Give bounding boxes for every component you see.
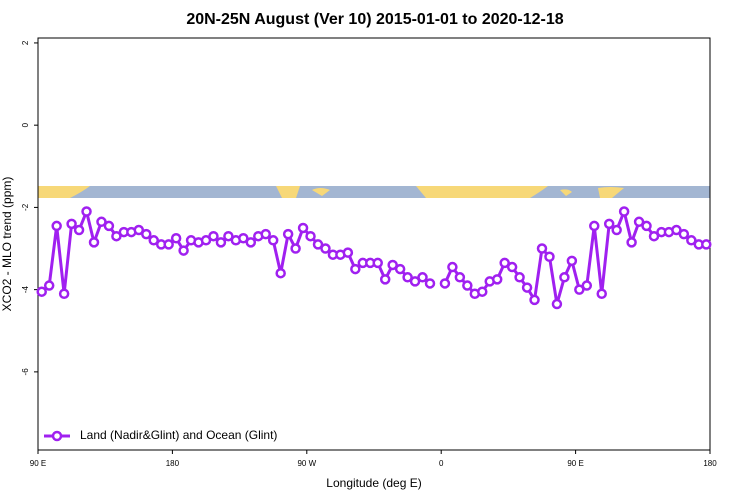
data-point — [372, 257, 383, 269]
x-axis-label: Longitude (deg E) — [326, 476, 421, 490]
x-tick-label: 0 — [439, 459, 444, 468]
data-point — [536, 243, 548, 254]
x-tick-label: 90 E — [567, 459, 583, 468]
data-point — [379, 274, 391, 285]
data-point — [111, 230, 122, 242]
data-point — [260, 228, 271, 240]
data-point — [514, 272, 525, 283]
data-point — [491, 274, 503, 285]
map-land — [598, 187, 624, 198]
y-tick-label: -2 — [21, 203, 30, 211]
x-tick-label: 90 W — [297, 459, 316, 468]
data-point — [402, 272, 413, 283]
data-point — [499, 257, 510, 269]
data-point — [506, 261, 518, 273]
map-land — [276, 186, 300, 198]
data-point — [73, 224, 85, 236]
data-point — [394, 263, 406, 275]
data-point — [342, 247, 354, 258]
data-point — [223, 230, 234, 242]
data-point — [559, 272, 570, 283]
data-point — [96, 216, 107, 228]
data-point — [81, 206, 92, 217]
data-point — [43, 280, 55, 291]
data-point — [633, 216, 645, 228]
data-point — [447, 261, 458, 273]
data-point — [462, 280, 473, 291]
data-point — [671, 224, 682, 236]
data-point — [141, 228, 152, 240]
data-point — [178, 245, 189, 256]
data-point — [163, 239, 174, 250]
data-point — [320, 243, 331, 254]
data-point — [551, 298, 563, 310]
y-tick-label: 2 — [21, 40, 30, 45]
data-point — [701, 239, 712, 250]
x-tick-label: 180 — [166, 459, 180, 468]
x-tick-label: 180 — [703, 459, 717, 468]
x-tick-label: 90 E — [30, 459, 46, 468]
data-point — [626, 237, 637, 248]
data-point — [566, 255, 578, 267]
data-point — [267, 235, 279, 246]
data-point — [133, 224, 145, 236]
data-point — [66, 218, 77, 230]
data-point — [417, 272, 428, 283]
data-point — [215, 237, 227, 248]
y-tick-label: -4 — [21, 286, 30, 294]
data-point — [305, 230, 316, 242]
data-point — [603, 218, 615, 230]
data-point — [574, 284, 585, 295]
data-point — [387, 259, 398, 271]
data-point — [350, 263, 361, 275]
data-point — [409, 276, 421, 287]
data-point — [88, 237, 100, 248]
data-point — [686, 235, 697, 246]
data-point — [477, 286, 488, 297]
map-land — [38, 186, 90, 198]
data-point — [282, 228, 294, 240]
map-strip — [38, 186, 710, 198]
data-point — [200, 235, 212, 246]
data-point — [36, 286, 47, 297]
data-point — [51, 220, 62, 232]
data-point — [611, 224, 622, 236]
data-point — [170, 232, 182, 244]
data-point — [275, 267, 286, 279]
data-point — [641, 220, 652, 232]
map-land — [560, 189, 572, 196]
y-tick-label: -6 — [21, 368, 30, 376]
data-point — [103, 220, 115, 232]
data-point — [544, 251, 555, 262]
legend-marker — [51, 430, 63, 442]
data-point — [58, 288, 70, 300]
data-point — [290, 243, 301, 254]
data-point — [581, 280, 593, 291]
y-tick-label: 0 — [21, 122, 30, 127]
map-land — [416, 186, 548, 198]
data-point — [454, 272, 466, 283]
legend-label: Land (Nadir&Glint) and Ocean (Glint) — [80, 428, 277, 442]
data-point — [238, 232, 249, 244]
plot-frame — [37, 37, 711, 451]
y-axis-label: XCO2 - MLO trend (ppm) — [0, 177, 14, 312]
data-point — [312, 239, 324, 250]
data-point — [618, 206, 630, 217]
data-point — [208, 230, 219, 242]
data-point — [297, 222, 309, 234]
chart-title: 20N-25N August (Ver 10) 2015-01-01 to 20… — [186, 11, 563, 28]
data-point — [439, 278, 451, 289]
data-point — [529, 294, 540, 306]
data-point — [424, 278, 436, 289]
data-point — [596, 288, 607, 300]
data-point — [245, 237, 257, 248]
data-point — [148, 235, 159, 246]
data-point — [678, 228, 690, 240]
data-point — [521, 282, 533, 293]
data-point — [648, 230, 660, 242]
map-land — [312, 188, 330, 196]
data-point — [589, 220, 600, 232]
